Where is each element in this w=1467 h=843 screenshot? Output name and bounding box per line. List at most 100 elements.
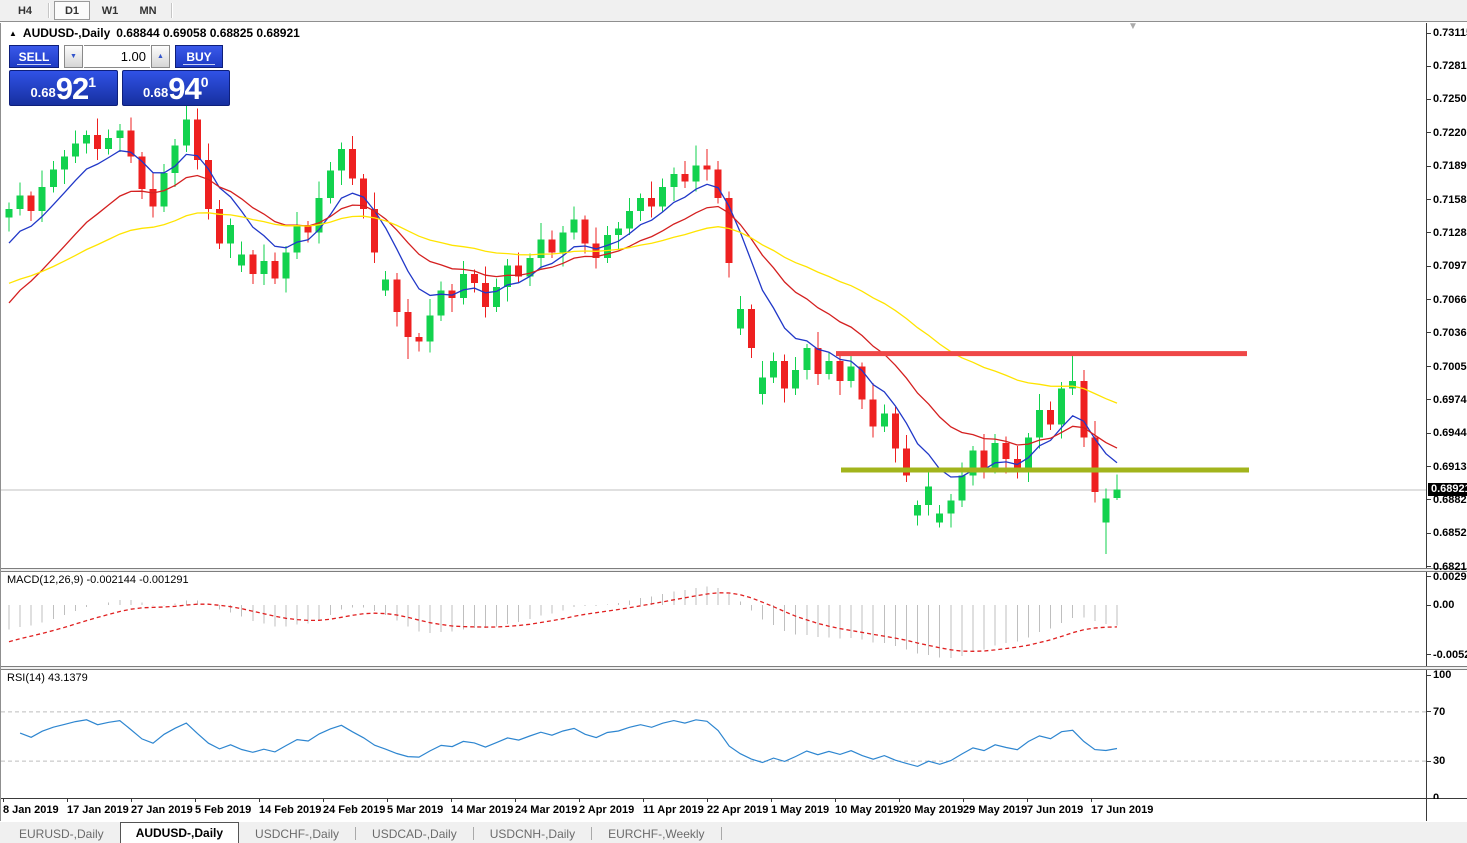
macd-signal-line [8,592,1118,652]
timeframe-button-mn[interactable]: MN [139,4,157,17]
macd-axis-tick [1427,654,1431,656]
sell-button[interactable]: SELL [9,45,59,68]
timeframe-button-w1[interactable]: W1 [101,4,119,17]
rsi-axis-label: 30 [1433,755,1446,768]
chart-tab-usdcnh-daily[interactable]: USDCNH-,Daily [489,826,576,841]
date-axis-tick [195,799,196,802]
macd-axis-tick [1427,576,1431,578]
date-axis-tick [771,799,772,802]
one-click-trade-panel: SELL ▼ ▲ BUY 0.68 92 1 [9,45,230,106]
timeframe-button-h4[interactable]: H4 [17,4,33,17]
chart-tab-usdchf-daily[interactable]: USDCHF-,Daily [255,826,340,841]
price-axis-tick [1427,65,1431,67]
chart-tab-eurchf-weekly[interactable]: EURCHF-,Weekly [608,826,705,841]
date-axis-tick [835,799,836,802]
timeframe-button-d1[interactable]: D1 [54,1,90,20]
price-axis-tick [1427,499,1431,501]
chart-scroll-marker-icon[interactable]: ▼ [1128,23,1138,32]
rsi-panel[interactable]: RSI(14) 43.1379 [1,670,1426,798]
buy-price-big-digits: 94 [168,71,201,106]
panel-splitter[interactable] [1,568,1467,572]
macd-chart-canvas[interactable] [1,572,1426,666]
sell-price-prefix: 0.68 [30,85,56,100]
date-axis-label: 22 Apr 2019 [707,804,769,816]
date-axis-label: 5 Feb 2019 [195,804,252,816]
volume-input[interactable] [84,45,150,68]
macd-axis-tick [1427,604,1431,606]
tab-separator [355,827,357,840]
chart-tab-eurusd-daily[interactable]: EURUSD-,Daily [19,826,104,841]
date-axis-label: 29 May 2019 [963,804,1028,816]
rsi-name: RSI(14) [7,672,45,684]
tab-separator [720,827,722,840]
chart-ohlc-values: 0.68844 0.69058 0.68825 0.68921 [116,26,300,40]
price-axis-tick [1427,32,1431,34]
buy-button[interactable]: BUY [175,45,223,68]
date-axis-label: 7 Jun 2019 [1027,804,1084,816]
date-axis-label: 10 May 2019 [835,804,900,816]
date-axis-tick [131,799,132,802]
tab-separator [472,827,474,840]
date-axis-tick [1027,799,1028,802]
date-axis-tick [899,799,900,802]
date-axis-label: 24 Feb 2019 [323,804,386,816]
macd-label: MACD(12,26,9) -0.002144 -0.001291 [7,574,189,586]
candlestick-chart-canvas[interactable] [1,23,1426,568]
macd-axis[interactable]: 0.002984 0.00 -0.005256 [1426,571,1467,666]
volume-decrease-button[interactable]: ▼ [64,45,83,68]
buy-price-prefix: 0.68 [142,85,169,100]
date-axis-tick [643,799,644,802]
window-frame-bottom [0,820,1467,822]
price-axis-tick [1427,332,1431,334]
date-axis[interactable]: 8 Jan 2019 17 Jan 2019 27 Jan 2019 5 Feb 20… [1,799,1426,821]
rsi-axis-label: 0 [1433,792,1440,804]
date-axis-label: 8 Jan 2019 [3,804,59,816]
date-axis-tick [259,799,260,802]
price-axis-tick [1427,366,1431,368]
resistance-line[interactable] [836,351,1247,357]
price-axis-label: 0.73115 [1433,27,1467,39]
macd-axis-label: -0.005256 [1433,648,1467,661]
macd-values: -0.002144 -0.001291 [86,574,189,586]
rsi-axis-tick [1427,760,1431,762]
date-axis-tick [963,799,964,802]
sell-price-pipette: 1 [88,74,97,90]
collapse-panel-icon[interactable]: ▲ [9,28,17,38]
date-axis-label: 17 Jan 2019 [67,804,129,816]
chart-symbol-period: AUDUSD-,Daily [22,26,111,40]
date-axis-tick [707,799,708,802]
main-chart-plot[interactable]: ▲ AUDUSD-,Daily 0.68844 0.69058 0.68825 … [1,23,1426,568]
rsi-chart-canvas[interactable] [1,670,1426,798]
buy-price-display[interactable]: 0.68 94 0 [121,70,230,106]
support-line[interactable] [841,467,1249,473]
fast-ma-line [8,150,1118,478]
chart-tab-usdcad-daily[interactable]: USDCAD-,Daily [372,826,457,841]
date-axis-tick [579,799,580,802]
rsi-axis-tick [1427,797,1431,799]
panel-splitter[interactable] [1,666,1467,670]
chart-tab-audusd-daily[interactable]: AUDUSD-,Daily [119,822,240,843]
volume-increase-button[interactable]: ▲ [151,45,170,68]
date-axis-label: 17 Jun 2019 [1091,804,1154,816]
volume-down-icon: ▼ [70,53,77,60]
rsi-axis[interactable]: 100 70 30 0 [1426,669,1467,804]
toolbar-separator [48,3,49,18]
price-axis-label: 0.72505 [1433,93,1467,106]
macd-panel[interactable]: MACD(12,26,9) -0.002144 -0.001291 [1,572,1426,666]
price-axis-tick [1427,98,1431,100]
slow-ma-line [8,212,1118,404]
date-axis-label: 24 Mar 2019 [515,804,578,816]
date-axis-tick [67,799,68,802]
date-axis-label: 20 May 2019 [899,804,964,816]
date-axis-tick [323,799,324,802]
sell-price-display[interactable]: 0.68 92 1 [9,70,118,106]
macd-histogram [8,586,1118,658]
